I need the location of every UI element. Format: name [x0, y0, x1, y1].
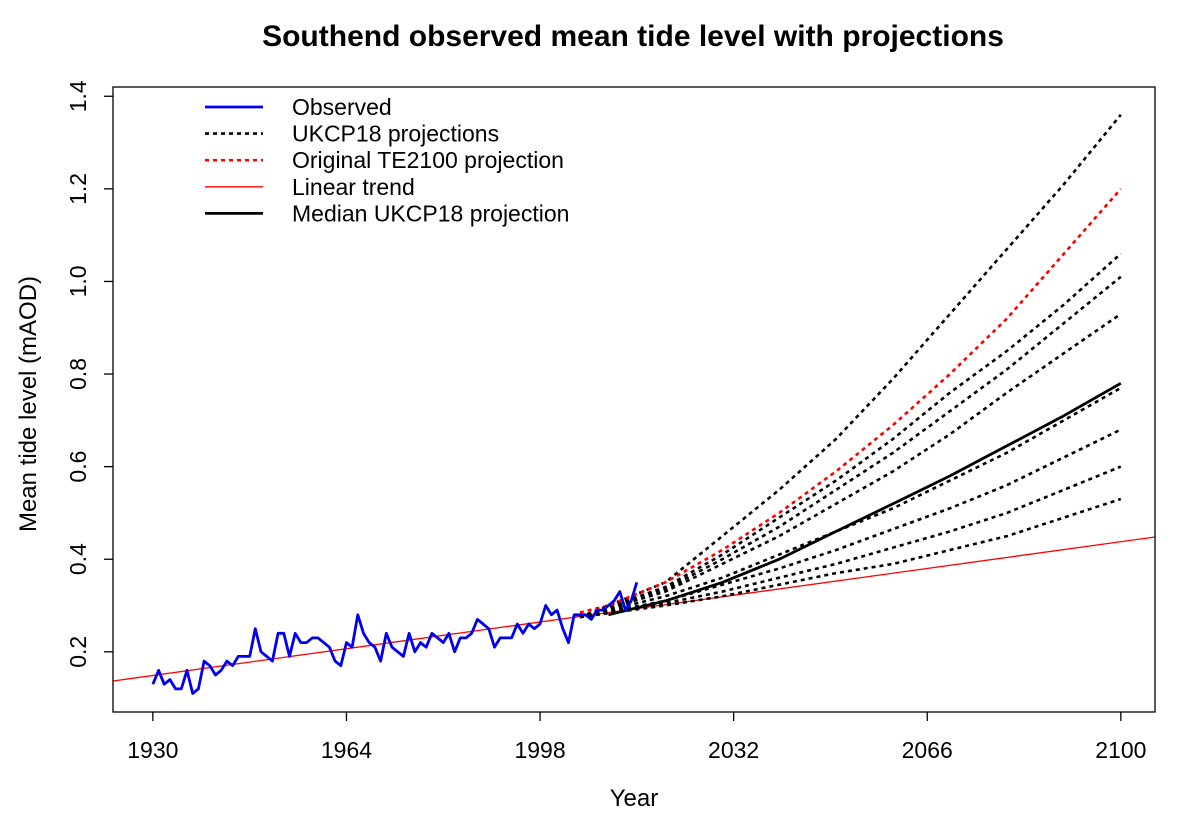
ukcp18-projection-line-3 [579, 275, 1122, 619]
y-axis-title: Mean tide level (mAOD) [15, 276, 42, 532]
series-layer [113, 113, 1155, 695]
chart-title: Southend observed mean tide level with p… [262, 20, 1004, 53]
y-tick-label: 1.2 [65, 173, 91, 205]
x-tick-label: 2066 [902, 737, 953, 763]
x-tick-label: 2100 [1095, 737, 1146, 763]
observed-line [151, 581, 639, 695]
y-tick-label: 0.4 [65, 543, 91, 575]
y-tick-label: 0.2 [65, 636, 91, 668]
ukcp18-projection-line-4 [579, 312, 1122, 619]
ukcp18-projection-line-1 [579, 113, 1122, 619]
legend-label-median-ukcp18-projection: Median UKCP18 projection [292, 200, 569, 226]
y-tick-label: 1.4 [65, 80, 91, 112]
legend-label-ukcp18-projections: UKCP18 projections [292, 121, 499, 147]
ukcp18-projection-line-8 [579, 497, 1122, 619]
ukcp18-projection-line-5 [579, 386, 1122, 619]
x-tick-label: 1998 [514, 737, 565, 763]
plot-frame [112, 86, 1156, 713]
y-tick-label: 0.8 [65, 358, 91, 390]
y-axis: 0.2 0.4 0.6 0.8 1.0 1.2 1.4 [65, 80, 113, 668]
x-axis-title: Year [610, 785, 659, 812]
y-tick-label: 0.6 [65, 451, 91, 483]
x-axis: 1930 1964 1998 2032 2066 2100 [127, 712, 1146, 763]
legend-label-original-te2100-projection: Original TE2100 projection [292, 147, 564, 173]
legend-label-observed: Observed [292, 94, 392, 120]
x-tick-label: 2032 [708, 737, 759, 763]
x-tick-label: 1964 [321, 737, 372, 763]
x-tick-label: 1930 [127, 737, 178, 763]
te2100-projection-line [579, 188, 1122, 614]
y-tick-label: 1.0 [65, 265, 91, 297]
median-ukcp18-projection-line [608, 382, 1122, 617]
ukcp18-projection-line-2 [579, 252, 1122, 619]
ukcp18-projection-line-7 [579, 465, 1122, 619]
legend-label-linear-trend: Linear trend [292, 174, 415, 200]
